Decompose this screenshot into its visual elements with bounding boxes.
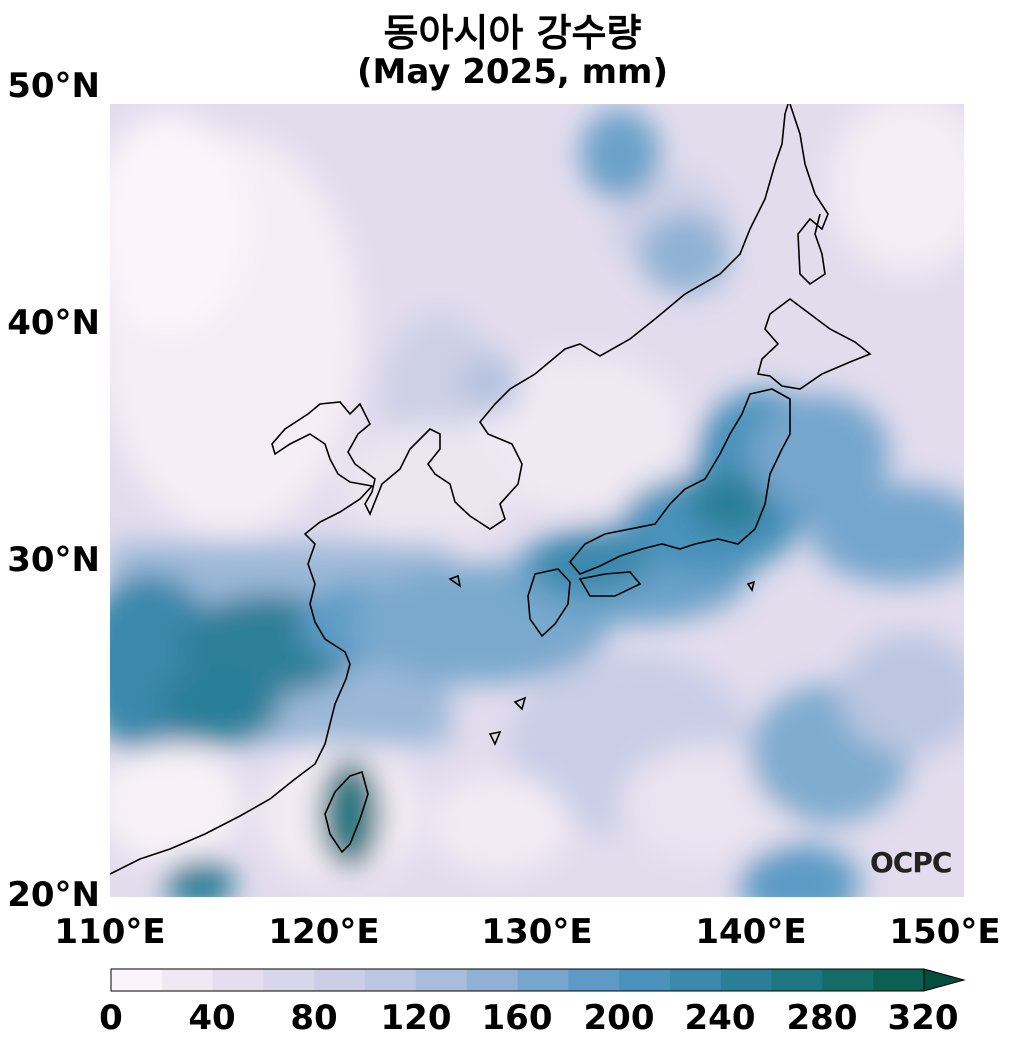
colorbar-segment: [161, 969, 214, 991]
colorbar-segment: [619, 969, 671, 991]
map-subtitle: (May 2025, mm): [356, 52, 669, 92]
colorbar-label-40: 40: [188, 998, 236, 1038]
colorbar-segment: [822, 969, 874, 991]
colorbar-segment: [263, 969, 315, 991]
colorbar-segment: [365, 969, 417, 991]
colorbar-extend-arrow: [923, 968, 966, 992]
colorbar-segment: [314, 969, 366, 991]
colorbar-segment: [669, 969, 722, 991]
coastlines: [110, 104, 872, 875]
colorbar-border: [110, 968, 925, 992]
colorbar-label-240: 240: [684, 998, 756, 1038]
precipitation-field: [110, 104, 964, 897]
colorbar-segment: [873, 969, 925, 991]
colorbar: [110, 968, 966, 992]
lat-label-20: 20°N: [7, 875, 100, 915]
lon-label-110: 110°E: [54, 912, 166, 952]
colorbar-label-200: 200: [583, 998, 655, 1038]
lat-label-30: 30°N: [7, 540, 100, 580]
colorbar-segment: [568, 969, 620, 991]
colorbar-label-0: 0: [99, 998, 123, 1038]
precipitation-map: [110, 104, 964, 897]
lon-label-120: 120°E: [268, 912, 380, 952]
lat-label-50: 50°N: [7, 66, 100, 106]
ocpc-logo: OCPC: [870, 846, 952, 879]
colorbar-segment: [111, 969, 163, 991]
colorbar-segment: [720, 969, 773, 991]
colorbar-segment: [517, 969, 569, 991]
colorbar-segment: [415, 969, 468, 991]
lat-label-40: 40°N: [7, 303, 100, 343]
colorbar-segment: [212, 969, 264, 991]
lon-label-140: 140°E: [695, 912, 807, 952]
colorbar-label-160: 160: [481, 998, 553, 1038]
lon-label-130: 130°E: [481, 912, 593, 952]
colorbar-label-80: 80: [290, 998, 338, 1038]
colorbar-label-320: 320: [887, 998, 959, 1038]
colorbar-label-120: 120: [380, 998, 452, 1038]
precipitation-map-svg: [110, 104, 964, 897]
colorbar-segment: [466, 969, 518, 991]
colorbar-label-280: 280: [786, 998, 858, 1038]
map-title: 동아시아 강수량: [383, 11, 642, 55]
lon-label-150: 150°E: [889, 912, 1001, 952]
colorbar-segment: [771, 969, 823, 991]
